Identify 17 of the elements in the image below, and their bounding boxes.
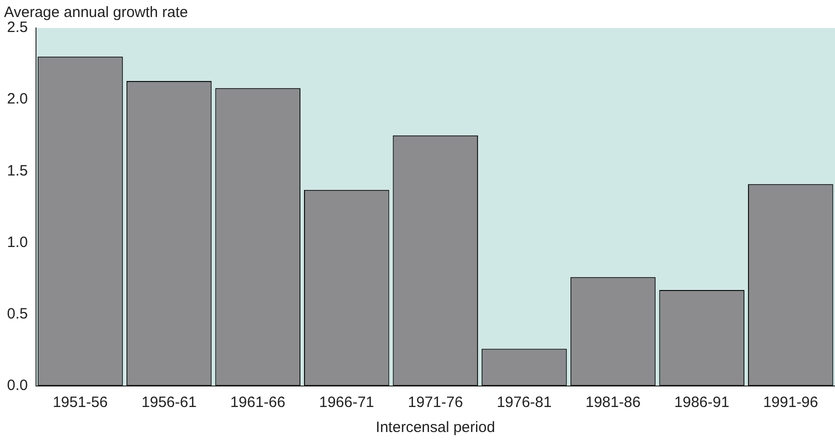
y-tick-label: 1.5 (6, 162, 28, 180)
x-tick-label: 1956-61 (142, 394, 197, 412)
x-axis-title: Intercensal period (376, 419, 496, 436)
y-axis-title: Average annual growth rate (4, 4, 188, 21)
x-tick-label: 1976-81 (496, 394, 552, 412)
x-tick-label: 1971-76 (408, 394, 463, 412)
x-tick-label: 1961-66 (230, 394, 286, 412)
y-tick-label: 0.0 (6, 377, 28, 394)
x-tick-label: 1966-71 (319, 394, 374, 412)
y-tick-label: 1.0 (6, 234, 28, 251)
y-tick-label: 2.0 (6, 90, 28, 108)
y-tick-label: 0.5 (6, 306, 28, 323)
x-tick-label: 1981-86 (585, 394, 641, 412)
y-tick-label: 2.5 (6, 19, 28, 36)
x-tick-label: 1991-96 (763, 394, 818, 412)
x-tick-label: 1951-56 (52, 394, 108, 412)
x-tick-label: 1986-91 (674, 394, 730, 412)
